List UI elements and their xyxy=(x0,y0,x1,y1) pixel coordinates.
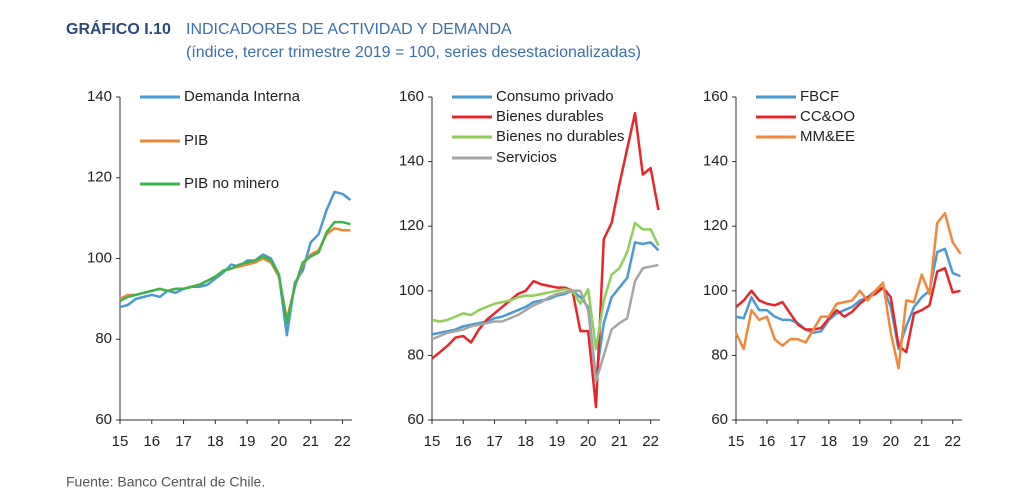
legend-label: FBCF xyxy=(800,88,839,105)
x-tick-label: 20 xyxy=(580,433,597,450)
y-tick-label: 60 xyxy=(711,411,728,428)
x-tick-label: 21 xyxy=(913,433,930,450)
x-tick-label: 22 xyxy=(642,433,659,450)
x-tick-label: 16 xyxy=(759,433,776,450)
y-tick-label: 140 xyxy=(399,153,424,170)
chart-title: INDICADORES DE ACTIVIDAD Y DEMANDA xyxy=(186,21,512,38)
x-tick-label: 17 xyxy=(175,433,192,450)
y-tick-label: 100 xyxy=(703,282,728,299)
x-tick-label: 16 xyxy=(143,433,160,450)
chart-label: GRÁFICO I.10 xyxy=(66,19,171,38)
series-line xyxy=(734,212,962,370)
y-tick-label: 120 xyxy=(399,217,424,234)
x-tick-label: 18 xyxy=(517,433,534,450)
legend-label: Consumo privado xyxy=(496,88,614,105)
series-line xyxy=(431,241,660,380)
x-tick-label: 20 xyxy=(271,433,288,450)
legend-label: CC&OO xyxy=(800,108,855,125)
y-tick-label: 80 xyxy=(95,330,112,347)
series-line xyxy=(431,221,660,351)
y-tick-label: 160 xyxy=(399,88,424,105)
x-tick-label: 21 xyxy=(611,433,628,450)
x-tick-label: 19 xyxy=(851,433,868,450)
y-tick-label: 100 xyxy=(399,282,424,299)
legend-label: Demanda Interna xyxy=(184,88,301,105)
series-line xyxy=(735,266,961,354)
series-line xyxy=(119,190,352,337)
x-tick-label: 15 xyxy=(112,433,129,450)
legend-label: PIB xyxy=(184,132,208,149)
y-tick-label: 60 xyxy=(95,411,112,428)
x-tick-label: 18 xyxy=(821,433,838,450)
x-tick-label: 20 xyxy=(882,433,899,450)
legend-label: MM&EE xyxy=(800,128,855,145)
series-line xyxy=(119,226,351,321)
y-tick-label: 80 xyxy=(407,346,424,363)
x-tick-label: 16 xyxy=(455,433,472,450)
series-line xyxy=(735,247,961,351)
legend-label: PIB no minero xyxy=(184,175,279,192)
x-tick-label: 18 xyxy=(207,433,224,450)
y-tick-label: 60 xyxy=(407,411,424,428)
source: Fuente: Banco Central de Chile. xyxy=(66,474,265,490)
y-tick-label: 120 xyxy=(703,217,728,234)
x-tick-label: 17 xyxy=(790,433,807,450)
series-line xyxy=(119,220,351,325)
legend-label: Bienes durables xyxy=(496,108,604,125)
x-tick-label: 15 xyxy=(728,433,745,450)
x-tick-label: 17 xyxy=(486,433,503,450)
series-line xyxy=(431,111,660,409)
y-tick-label: 140 xyxy=(703,153,728,170)
y-tick-label: 140 xyxy=(87,88,112,105)
chart-subtitle: (índice, tercer trimestre 2019 = 100, se… xyxy=(186,44,641,61)
x-tick-label: 22 xyxy=(944,433,961,450)
x-tick-label: 19 xyxy=(239,433,256,450)
x-tick-label: 21 xyxy=(302,433,319,450)
x-tick-label: 15 xyxy=(424,433,441,450)
y-tick-label: 160 xyxy=(703,88,728,105)
y-tick-label: 80 xyxy=(711,346,728,363)
legend-label: Bienes no durables xyxy=(496,128,624,145)
series-line xyxy=(431,263,659,383)
x-tick-label: 19 xyxy=(549,433,566,450)
x-tick-label: 22 xyxy=(334,433,351,450)
legend-label: Servicios xyxy=(496,149,557,166)
y-tick-label: 100 xyxy=(87,249,112,266)
y-tick-label: 120 xyxy=(87,169,112,186)
